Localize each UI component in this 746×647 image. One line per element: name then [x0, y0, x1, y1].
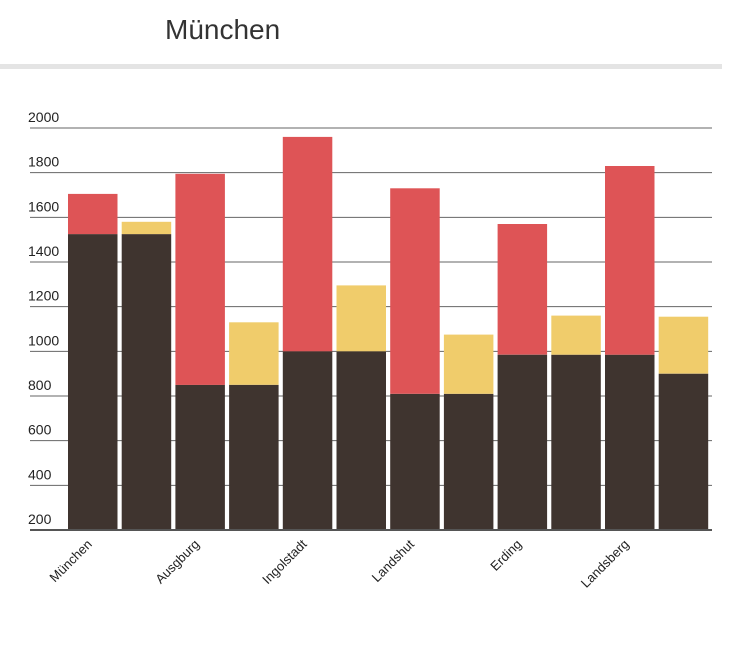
bar-segment-8-s0: [497, 354, 548, 530]
bar-segment-5-s2: [336, 285, 386, 352]
bar-segment-1-s2: [121, 221, 172, 235]
bar-segment-4-s1: [282, 136, 333, 352]
y-tick-label: 1000: [28, 332, 59, 348]
x-tick-label: Ausgburg: [152, 537, 202, 587]
x-tick-label: Landsberg: [578, 537, 632, 591]
x-tick-labels: München Ausgburg Ingolstadt Landshut Erding L…: [46, 536, 631, 590]
bar-segment-2-s0: [175, 384, 225, 530]
bar-segment-8-s1: [497, 224, 548, 355]
y-tick-label: 600: [28, 422, 52, 438]
bar-segment-1-s0: [121, 234, 172, 530]
bar-segment-6-s1: [390, 188, 440, 394]
chart-title: München: [165, 14, 281, 45]
bar-segment-3-s2: [229, 322, 279, 385]
bar-segment-0-s1: [68, 193, 118, 235]
bar-segment-9-s0: [551, 354, 601, 530]
bar-segment-5-s0: [336, 351, 386, 530]
y-tick-label: 1200: [28, 288, 59, 304]
bars: [68, 136, 709, 530]
bar-segment-11-s2: [658, 316, 709, 374]
bar-segment-11-s0: [658, 373, 709, 530]
y-tick-label: 1800: [28, 154, 59, 170]
y-tick-label: 400: [28, 466, 52, 482]
x-tick-label: Landshut: [369, 536, 418, 585]
bar-segment-4-s0: [282, 351, 333, 530]
x-tick-label: München: [46, 537, 94, 585]
bar-segment-2-s1: [175, 173, 225, 385]
y-tick-label: 1400: [28, 243, 59, 259]
y-tick-label: 2000: [28, 109, 59, 125]
header-divider: [0, 64, 722, 69]
bar-segment-10-s0: [605, 354, 655, 530]
chart-header: München: [0, 0, 746, 64]
bar-segment-6-s0: [390, 393, 440, 530]
bar-segment-9-s2: [551, 315, 601, 355]
y-tick-labels: 200 400 600 800 1000 1200 1400 1600 1800 2000: [28, 109, 59, 527]
x-tick-label: Ingolstadt: [259, 536, 310, 587]
y-tick-label: 1600: [28, 198, 59, 214]
x-tick-label: Erding: [487, 537, 524, 574]
y-tick-label: 200: [28, 511, 52, 527]
bar-segment-3-s0: [229, 384, 279, 530]
bar-segment-7-s2: [443, 334, 494, 394]
bar-segment-0-s0: [68, 234, 118, 530]
bar-segment-7-s0: [443, 393, 494, 530]
bar-segment-10-s1: [605, 166, 655, 355]
y-tick-label: 800: [28, 377, 52, 393]
